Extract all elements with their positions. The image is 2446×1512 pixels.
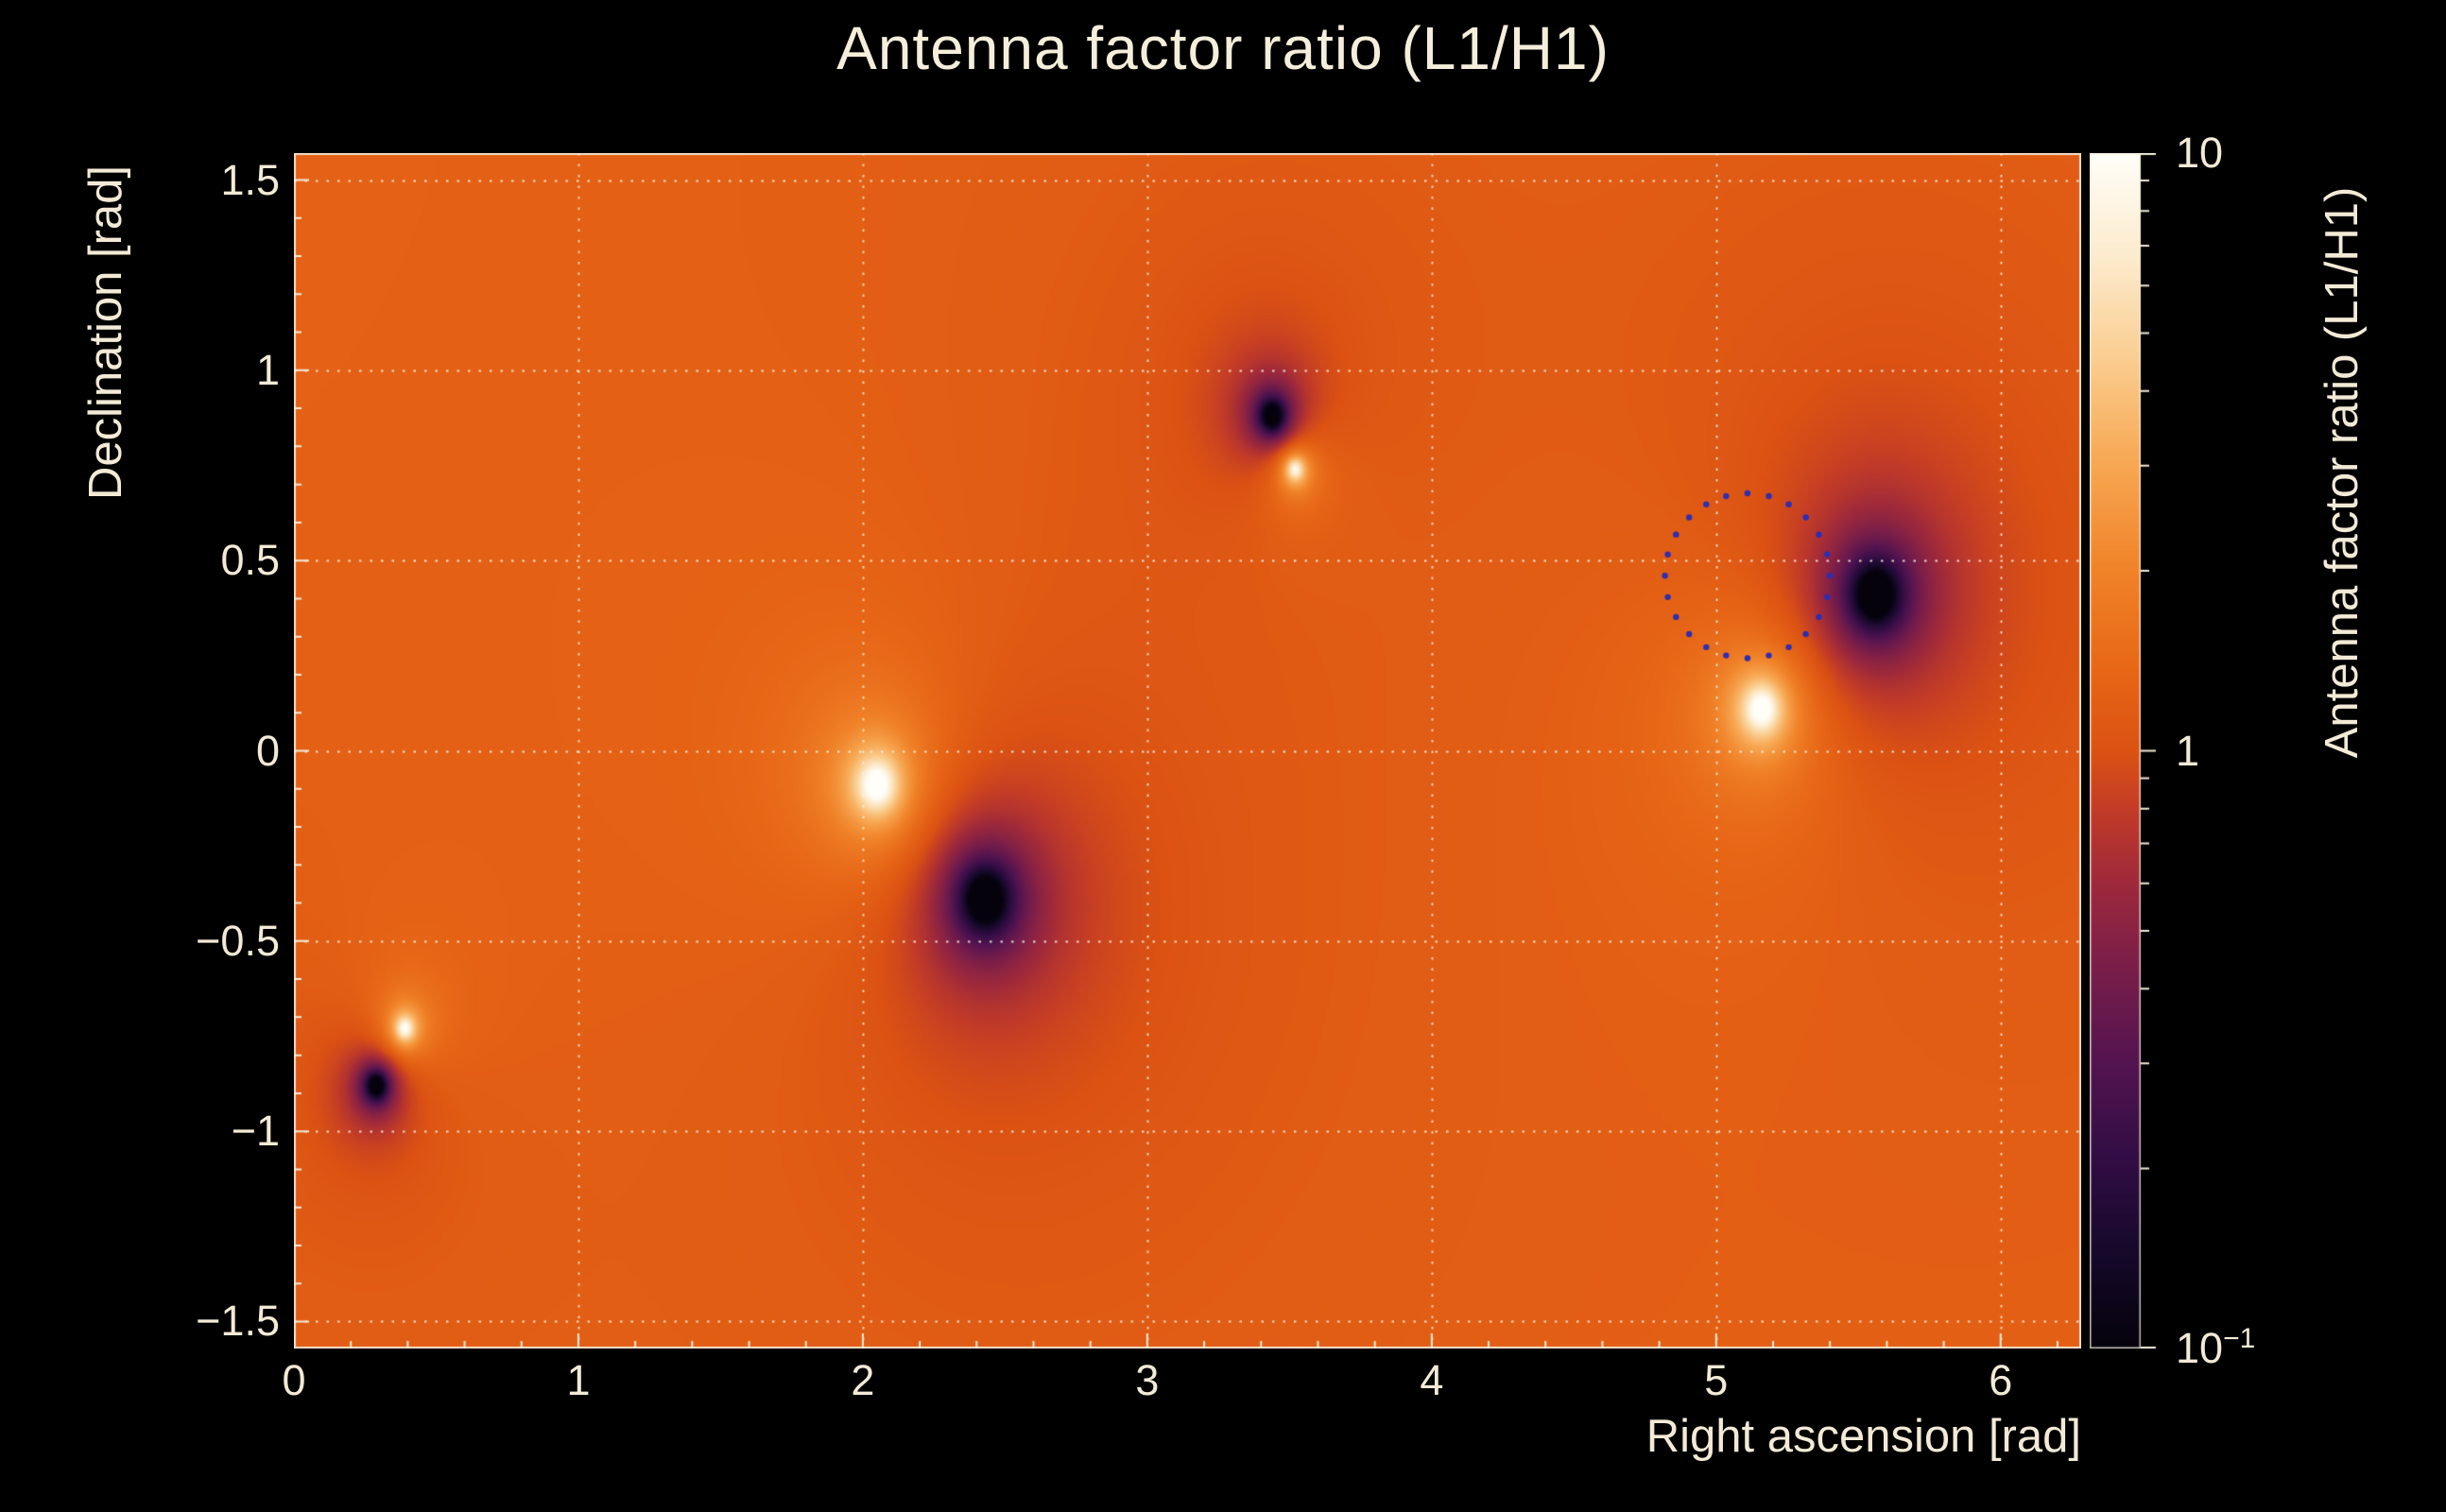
y-tick-label: 0.5 — [220, 536, 280, 585]
colorbar-tick-label: 10 — [2176, 129, 2224, 177]
colorbar-axis-title: Antenna factor ratio (L1/H1) — [2317, 186, 2368, 759]
colorbar-tick-label: 10−1 — [2176, 1323, 2256, 1372]
x-axis-title: Right ascension [rad] — [1645, 1411, 2081, 1462]
colorbar-canvas — [2090, 153, 2165, 1349]
x-tick-label: 4 — [1420, 1356, 1444, 1404]
y-tick-label: 1.5 — [220, 155, 280, 204]
y-tick-label: −1.5 — [196, 1297, 280, 1346]
y-tick-label: 1 — [255, 345, 280, 394]
x-tick-label: 0 — [282, 1356, 306, 1404]
x-tick-label: 2 — [851, 1356, 875, 1404]
y-tick-label: 0 — [255, 726, 280, 775]
y-axis-title: Declination [rad] — [80, 164, 131, 501]
chart-title: Antenna factor ratio (L1/H1) — [836, 14, 1610, 82]
x-tick-label: 3 — [1135, 1356, 1160, 1404]
y-tick-label: −0.5 — [196, 916, 280, 965]
x-tick-label: 6 — [1989, 1356, 2013, 1404]
x-tick-label: 5 — [1704, 1356, 1729, 1404]
colorbar-tick-label: 1 — [2176, 726, 2200, 775]
exponent: −1 — [2223, 1323, 2256, 1354]
y-tick-label: −1 — [231, 1107, 280, 1156]
heatmap-canvas — [294, 153, 2081, 1349]
x-tick-label: 1 — [566, 1356, 591, 1404]
